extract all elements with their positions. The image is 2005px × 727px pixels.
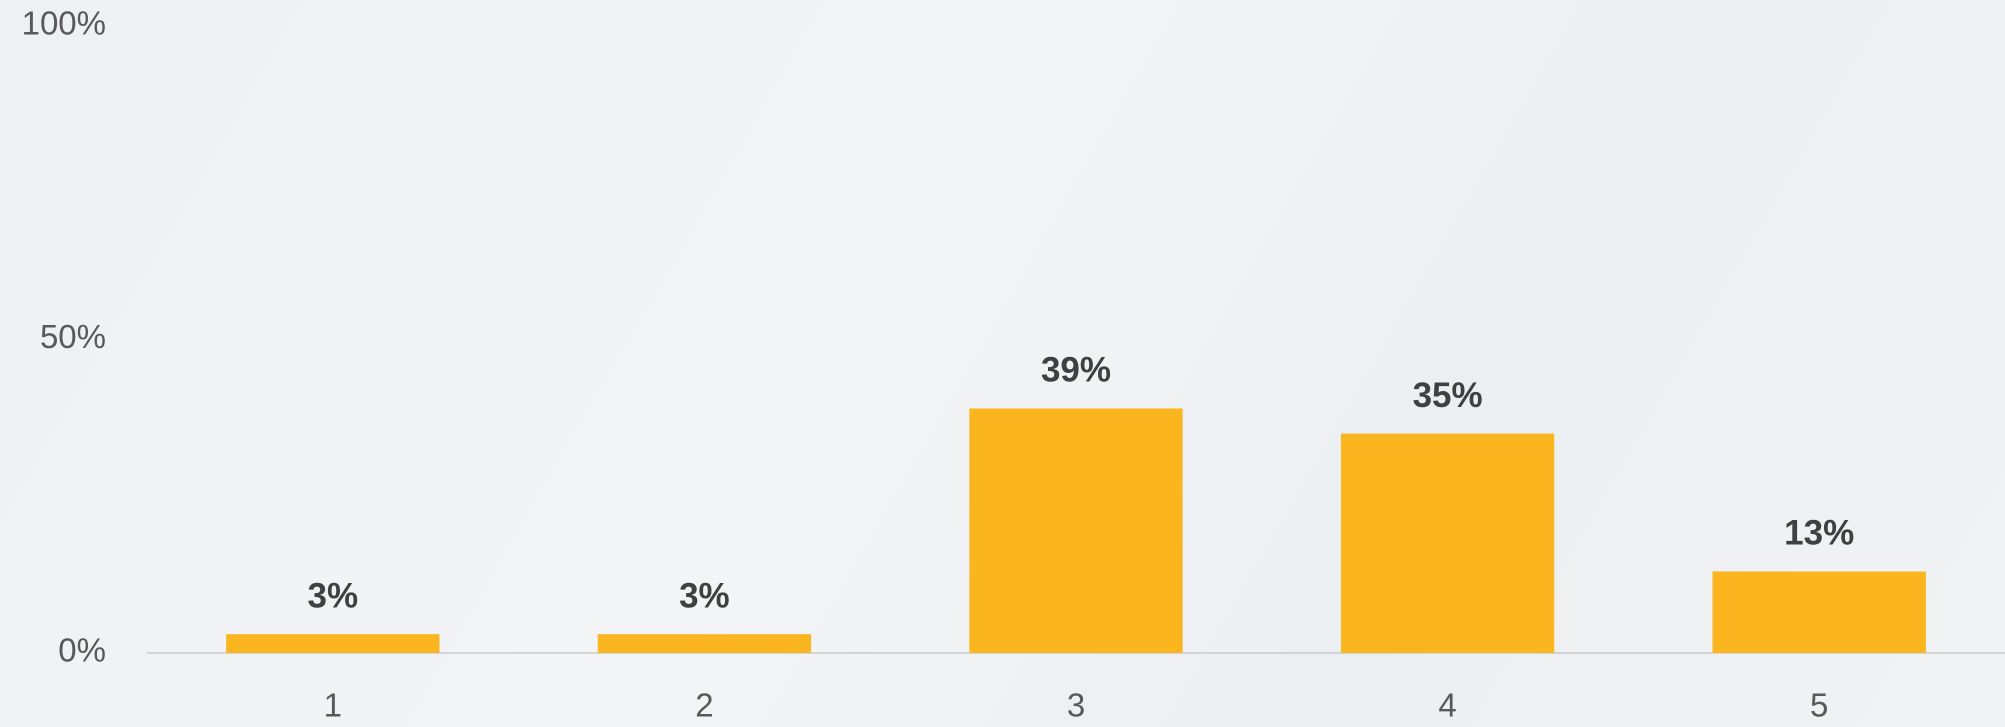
bar: [1712, 571, 1926, 653]
data-label: 3%: [308, 576, 359, 615]
y-tick-label: 0%: [58, 632, 106, 669]
bar: [1340, 433, 1555, 653]
x-tick-label: 1: [324, 687, 342, 724]
bar: [597, 634, 812, 653]
x-tick-label: 2: [695, 687, 713, 724]
bar: [969, 408, 1183, 653]
x-tick-label: 4: [1438, 687, 1456, 724]
data-label: 3%: [679, 576, 730, 615]
x-tick-label: 3: [1067, 687, 1085, 724]
y-tick-label: 100%: [22, 5, 106, 42]
data-label: 35%: [1413, 376, 1483, 415]
data-label: 39%: [1041, 351, 1111, 390]
x-tick-label: 5: [1810, 687, 1828, 724]
bar: [226, 634, 440, 653]
y-tick-label: 50%: [40, 318, 106, 355]
data-label: 13%: [1784, 514, 1854, 553]
